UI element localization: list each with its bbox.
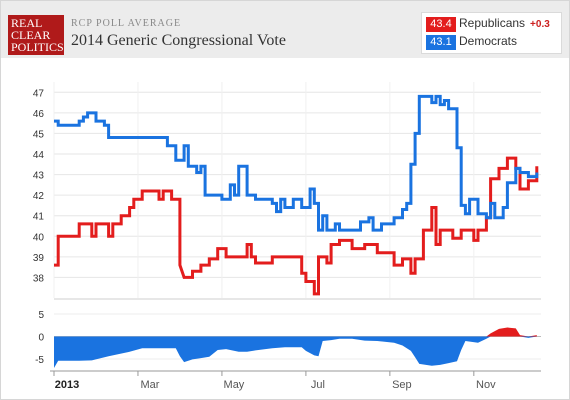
spread-area-negative [54, 336, 537, 368]
x-tick-label: Jul [311, 379, 325, 391]
y-tick-label: 47 [33, 88, 45, 99]
logo-line-1: REAL [11, 16, 43, 30]
x-tick-label: Mar [140, 379, 159, 391]
y-tick-label: 40 [33, 232, 45, 243]
spread-y-tick-label: 5 [38, 310, 44, 321]
rcp-logo[interactable]: REAL CLEAR POLITICS [8, 15, 64, 55]
x-tick-label: May [224, 379, 245, 391]
y-tick-label: 39 [33, 253, 45, 264]
legend-value-democrats: 43.1 [426, 35, 456, 50]
chart-header: REAL CLEAR POLITICS RCP POLL AVERAGE 201… [1, 1, 569, 58]
spread-area-positive [54, 327, 537, 337]
series-line-democrats [54, 94, 539, 232]
legend-value-republicans: 43.4 [426, 17, 456, 32]
y-tick-label: 45 [33, 129, 45, 140]
series-line-republicans [54, 156, 539, 296]
y-tick-label: 46 [33, 109, 45, 120]
y-tick-label: 41 [33, 212, 45, 223]
x-tick-label: Sep [392, 379, 412, 391]
legend-item-democrats[interactable]: 43.1 Democrats [426, 34, 518, 50]
logo-line-3: POLITICS [11, 40, 64, 54]
chart-legend: 43.4 Republicans +0.3 43.1 Democrats [421, 12, 562, 54]
spread-y-tick-label: -5 [35, 355, 44, 366]
chart-title: 2014 Generic Congressional Vote [71, 32, 286, 49]
chart-kicker: RCP POLL AVERAGE [71, 18, 182, 29]
logo-line-2: CLEAR [11, 28, 51, 42]
legend-label-republicans: Republicans [459, 16, 526, 30]
y-tick-label: 38 [33, 273, 45, 284]
x-tick-label: 2013 [55, 379, 79, 391]
legend-label-democrats: Democrats [459, 34, 518, 48]
legend-change-republicans: +0.3 [530, 19, 550, 30]
y-tick-label: 44 [33, 150, 45, 161]
y-tick-label: 43 [33, 171, 45, 182]
y-tick-label: 42 [33, 191, 45, 202]
legend-item-republicans[interactable]: 43.4 Republicans +0.3 [426, 16, 550, 32]
spread-y-tick-label: 0 [38, 333, 44, 344]
x-tick-label: Nov [476, 379, 496, 391]
